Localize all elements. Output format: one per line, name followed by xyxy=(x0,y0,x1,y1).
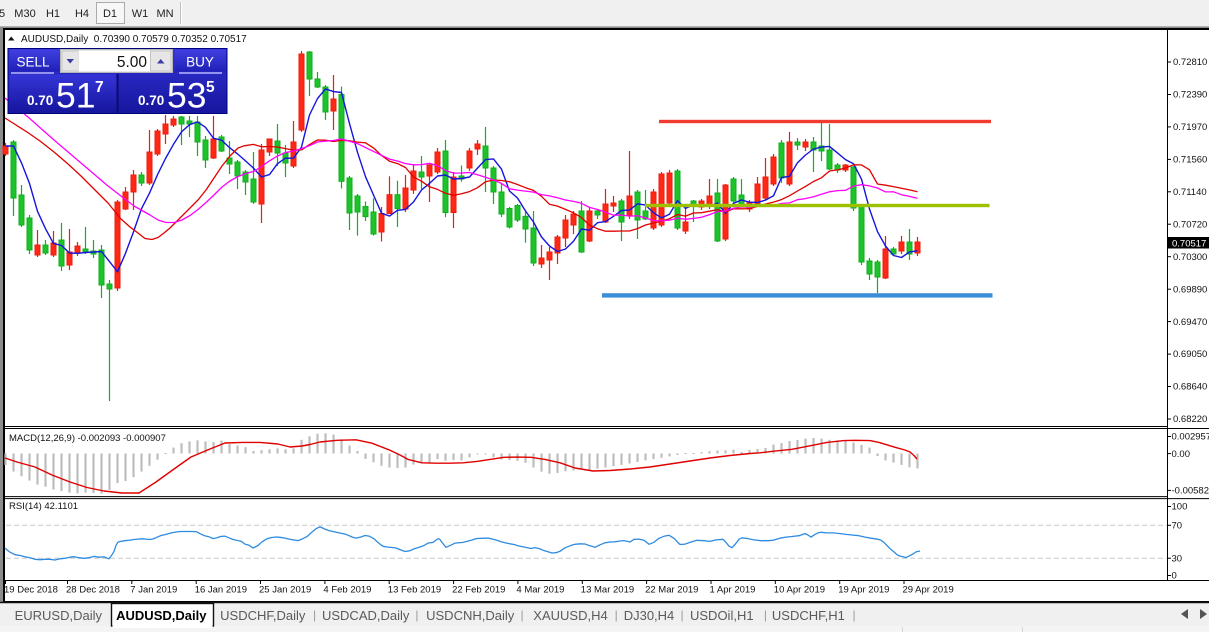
svg-text:SELL: SELL xyxy=(16,55,50,70)
svg-text:0.70517: 0.70517 xyxy=(1172,238,1206,249)
svg-text:H1: H1 xyxy=(46,8,60,20)
svg-text:EURUSD,Daily: EURUSD,Daily xyxy=(15,608,103,623)
svg-text:USDCNH,Daily: USDCNH,Daily xyxy=(426,608,515,623)
svg-text:4 Mar 2019: 4 Mar 2019 xyxy=(516,585,564,596)
svg-text:29 Apr 2019: 29 Apr 2019 xyxy=(903,585,954,596)
svg-text:0.72390: 0.72390 xyxy=(1173,90,1207,101)
svg-text:19 Apr 2019: 19 Apr 2019 xyxy=(838,585,889,596)
svg-text:0.71140: 0.71140 xyxy=(1173,187,1207,198)
svg-text:0.69050: 0.69050 xyxy=(1173,349,1207,360)
svg-text:0.70: 0.70 xyxy=(27,93,53,108)
svg-text:5.00: 5.00 xyxy=(117,54,148,71)
svg-text:|: | xyxy=(313,608,316,622)
svg-text:7 Jan 2019: 7 Jan 2019 xyxy=(130,585,177,596)
svg-text:5: 5 xyxy=(206,79,215,96)
svg-text:USDCHF,H1: USDCHF,H1 xyxy=(772,608,845,623)
svg-text:22 Mar 2019: 22 Mar 2019 xyxy=(645,585,698,596)
svg-text:0.00: 0.00 xyxy=(1172,449,1191,460)
svg-text:70: 70 xyxy=(1172,521,1183,532)
svg-text:|: | xyxy=(680,608,683,622)
svg-text:28 Dec 2018: 28 Dec 2018 xyxy=(66,585,120,596)
svg-text:USDOil,H1: USDOil,H1 xyxy=(690,608,754,623)
svg-text:13 Mar 2019: 13 Mar 2019 xyxy=(581,585,634,596)
svg-text:13 Feb 2019: 13 Feb 2019 xyxy=(388,585,441,596)
svg-text:0.71560: 0.71560 xyxy=(1173,155,1207,166)
svg-text:-0.005825: -0.005825 xyxy=(1172,486,1209,497)
svg-text:|: | xyxy=(853,608,856,622)
svg-text:W1: W1 xyxy=(132,8,149,20)
svg-text:USDCAD,Daily: USDCAD,Daily xyxy=(322,608,410,623)
svg-text:AUDUSD,Daily 0.70390 0.70579: AUDUSD,Daily 0.70390 0.70579 0.70352 0.7… xyxy=(21,34,247,45)
svg-text:7: 7 xyxy=(95,79,104,96)
svg-text:0.69470: 0.69470 xyxy=(1173,317,1207,328)
svg-text:M30: M30 xyxy=(14,8,35,20)
svg-text:22 Feb 2019: 22 Feb 2019 xyxy=(452,585,505,596)
svg-text:0.72810: 0.72810 xyxy=(1173,57,1207,68)
svg-text:30: 30 xyxy=(1172,553,1183,564)
svg-text:0.70300: 0.70300 xyxy=(1173,252,1207,263)
svg-text:0: 0 xyxy=(1172,571,1177,582)
svg-text:|: | xyxy=(764,608,767,622)
svg-text:51: 51 xyxy=(56,76,96,116)
svg-text:USDCHF,Daily: USDCHF,Daily xyxy=(220,608,306,623)
svg-text:AUDUSD,Daily: AUDUSD,Daily xyxy=(116,608,207,623)
svg-text:H4: H4 xyxy=(75,8,89,20)
svg-text:25 Jan 2019: 25 Jan 2019 xyxy=(259,585,311,596)
svg-text:16 Jan 2019: 16 Jan 2019 xyxy=(195,585,247,596)
svg-text:1 Apr 2019: 1 Apr 2019 xyxy=(710,585,756,596)
svg-text:|: | xyxy=(415,608,418,622)
svg-text:53: 53 xyxy=(167,76,207,116)
svg-text:XAUUSD,H4: XAUUSD,H4 xyxy=(533,608,607,623)
svg-text:BUY: BUY xyxy=(186,55,214,70)
svg-text:MN: MN xyxy=(156,8,173,20)
svg-text:D1: D1 xyxy=(103,8,117,20)
svg-text:0.002957: 0.002957 xyxy=(1172,432,1209,443)
svg-text:0.71970: 0.71970 xyxy=(1173,122,1207,133)
svg-text:4 Feb 2019: 4 Feb 2019 xyxy=(323,585,371,596)
svg-text:RSI(14) 42.1101: RSI(14) 42.1101 xyxy=(9,501,78,512)
svg-text:10 Apr 2019: 10 Apr 2019 xyxy=(774,585,825,596)
svg-text:0.68220: 0.68220 xyxy=(1173,414,1207,425)
svg-text:0.68640: 0.68640 xyxy=(1173,382,1207,393)
svg-text:100: 100 xyxy=(1172,502,1188,513)
svg-text:19 Dec 2018: 19 Dec 2018 xyxy=(4,585,58,596)
svg-text:5: 5 xyxy=(0,8,5,20)
svg-text:MACD(12,26,9) -0.002093 -0.000: MACD(12,26,9) -0.002093 -0.000907 xyxy=(9,433,166,444)
svg-text:|: | xyxy=(615,608,618,622)
svg-text:|: | xyxy=(520,608,523,622)
svg-text:DJ30,H4: DJ30,H4 xyxy=(624,608,675,623)
svg-text:0.70720: 0.70720 xyxy=(1173,219,1207,230)
svg-text:0.69890: 0.69890 xyxy=(1173,284,1207,295)
svg-text:0.70: 0.70 xyxy=(138,93,164,108)
